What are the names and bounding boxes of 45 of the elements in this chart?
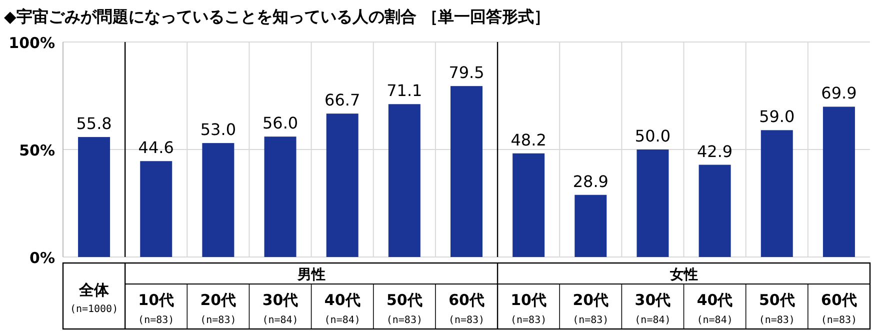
x-tick-label: 30代(n=84) — [634, 291, 671, 326]
data-label: 28.9 — [572, 172, 608, 191]
text: 女性 — [668, 267, 698, 283]
bar — [140, 161, 172, 257]
x-tick-label: 20代(n=83) — [200, 291, 236, 326]
data-label: 42.9 — [696, 142, 733, 161]
x-tick-label: 50代(n=83) — [386, 291, 422, 326]
bar — [574, 194, 607, 257]
data-label: 69.9 — [821, 84, 857, 103]
data-label: 44.6 — [138, 138, 174, 158]
data-label: 59.0 — [759, 107, 795, 126]
bar — [822, 106, 855, 257]
y-tick-label: 100% — [8, 34, 55, 52]
x-tick-label: 10代(n=83) — [510, 291, 547, 326]
chart-title: ◆宇宙ごみが問題になっていることを知っている人の割合 ［単一回答形式］ — [4, 7, 550, 26]
bar — [698, 164, 731, 257]
bar — [450, 86, 482, 257]
x-tick-label: 全体(n=1000) — [70, 281, 118, 315]
data-label: 71.1 — [386, 81, 422, 100]
x-tick-label: 40代(n=84) — [696, 291, 733, 326]
bar — [760, 130, 793, 257]
data-label: 55.8 — [76, 114, 112, 134]
data-label: 48.2 — [510, 130, 546, 150]
data-label: 53.0 — [200, 120, 236, 140]
x-tick-label: 60代(n=83) — [448, 291, 485, 326]
bar — [264, 136, 296, 257]
x-tick-label: 20代(n=83) — [572, 291, 609, 326]
data-label: 66.7 — [324, 90, 360, 110]
text: 男性 — [296, 267, 326, 283]
bar — [388, 104, 420, 257]
x-tick-label: 40代(n=84) — [324, 291, 360, 326]
bar — [202, 143, 234, 257]
y-tick-label: 50% — [19, 142, 55, 160]
y-tick-label: 0% — [30, 249, 55, 267]
data-label: 79.5 — [448, 63, 484, 82]
data-label: 56.0 — [262, 114, 298, 133]
bar — [636, 150, 669, 257]
x-tick-label: 60代(n=83) — [820, 291, 858, 326]
x-tick-label: 30代(n=84) — [262, 291, 298, 326]
data-label: 50.0 — [634, 126, 671, 146]
x-tick-label: 10代(n=83) — [138, 291, 174, 326]
x-tick-label: 50代(n=83) — [758, 291, 795, 326]
bar — [512, 153, 545, 257]
bar — [78, 137, 110, 257]
bar — [326, 114, 358, 257]
